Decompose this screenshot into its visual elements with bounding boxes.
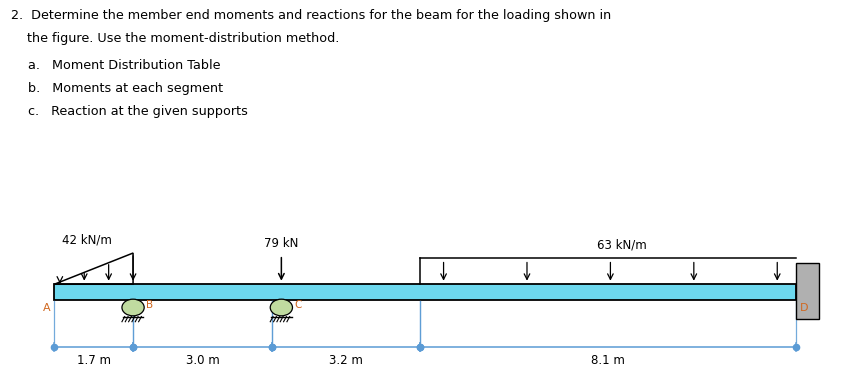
Ellipse shape bbox=[270, 299, 292, 316]
Bar bbox=[796, 263, 819, 319]
Text: the figure. Use the moment-distribution method.: the figure. Use the moment-distribution … bbox=[11, 32, 340, 45]
Text: 63 kN/m: 63 kN/m bbox=[597, 239, 647, 252]
Text: 3.2 m: 3.2 m bbox=[329, 354, 363, 367]
Text: D: D bbox=[800, 302, 808, 313]
Text: A: A bbox=[43, 302, 51, 313]
Bar bbox=[54, 284, 796, 300]
Ellipse shape bbox=[122, 299, 144, 316]
Text: 79 kN: 79 kN bbox=[264, 237, 298, 250]
Text: 42 kN/m: 42 kN/m bbox=[62, 234, 112, 247]
Text: 1.7 m: 1.7 m bbox=[77, 354, 111, 367]
Text: c.   Reaction at the given supports: c. Reaction at the given supports bbox=[28, 105, 249, 117]
Text: a.   Moment Distribution Table: a. Moment Distribution Table bbox=[28, 59, 221, 72]
Text: C: C bbox=[294, 301, 302, 310]
Text: 8.1 m: 8.1 m bbox=[591, 354, 625, 367]
Text: 3.0 m: 3.0 m bbox=[186, 354, 219, 367]
Text: B: B bbox=[146, 301, 153, 310]
Text: b.   Moments at each segment: b. Moments at each segment bbox=[28, 82, 224, 95]
Text: 2.  Determine the member end moments and reactions for the beam for the loading : 2. Determine the member end moments and … bbox=[11, 10, 611, 22]
